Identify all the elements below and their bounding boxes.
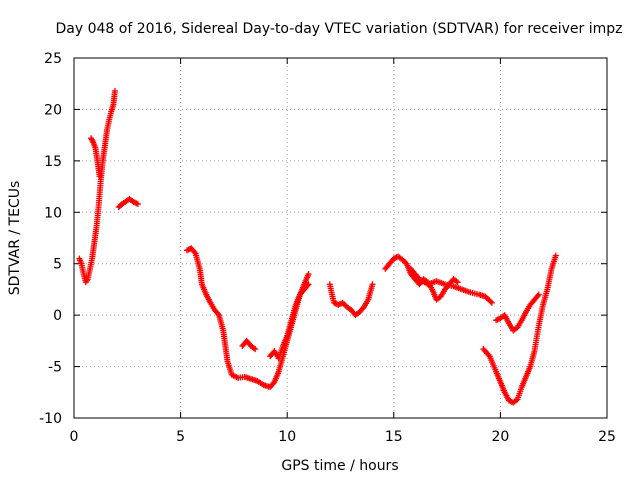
x-tick-label: 0 — [70, 429, 79, 445]
y-tick-labels: -10 -5 0 5 10 15 20 25 — [39, 51, 62, 427]
data-point — [191, 249, 198, 256]
data-point — [487, 298, 494, 305]
data-point — [359, 305, 366, 312]
x-axis-label: GPS time / hours — [281, 458, 398, 474]
grid-lines — [74, 58, 607, 418]
y-axis-label: SDTVAR / TECUs — [7, 181, 23, 296]
y-tick-label: 5 — [53, 257, 62, 273]
plot-frame — [73, 57, 608, 419]
y-tick-label: 25 — [44, 51, 62, 67]
data-point — [305, 281, 312, 288]
data-point — [214, 310, 221, 317]
data-point — [535, 291, 542, 298]
y-tick-label: 0 — [53, 308, 62, 324]
y-tick-label: 15 — [44, 154, 62, 170]
axis-ticks — [73, 57, 608, 419]
data-point — [369, 281, 376, 288]
data-point — [552, 252, 559, 259]
data-point — [134, 201, 141, 208]
x-tick-label: 25 — [598, 429, 616, 445]
y-tick-label: 20 — [44, 102, 62, 118]
x-tick-label: 10 — [278, 429, 296, 445]
data-point — [454, 279, 461, 286]
data-point — [111, 87, 118, 94]
y-tick-label: -5 — [48, 360, 62, 376]
data-point — [304, 282, 311, 289]
y-tick-label: -10 — [39, 411, 62, 427]
chart-title: Day 048 of 2016, Sidereal Day-to-day VTE… — [56, 21, 623, 37]
x-tick-label: 20 — [491, 429, 509, 445]
data-point — [252, 346, 259, 353]
data-point — [305, 271, 312, 277]
data-point — [488, 299, 495, 306]
x-tick-label: 5 — [176, 429, 185, 445]
y-tick-label: 10 — [44, 205, 62, 221]
data-series-sdtvar — [76, 87, 559, 406]
x-tick-labels: 0 5 10 15 20 25 — [70, 429, 616, 445]
data-point — [96, 173, 103, 180]
x-tick-label: 15 — [385, 429, 403, 445]
data-point — [534, 292, 541, 299]
